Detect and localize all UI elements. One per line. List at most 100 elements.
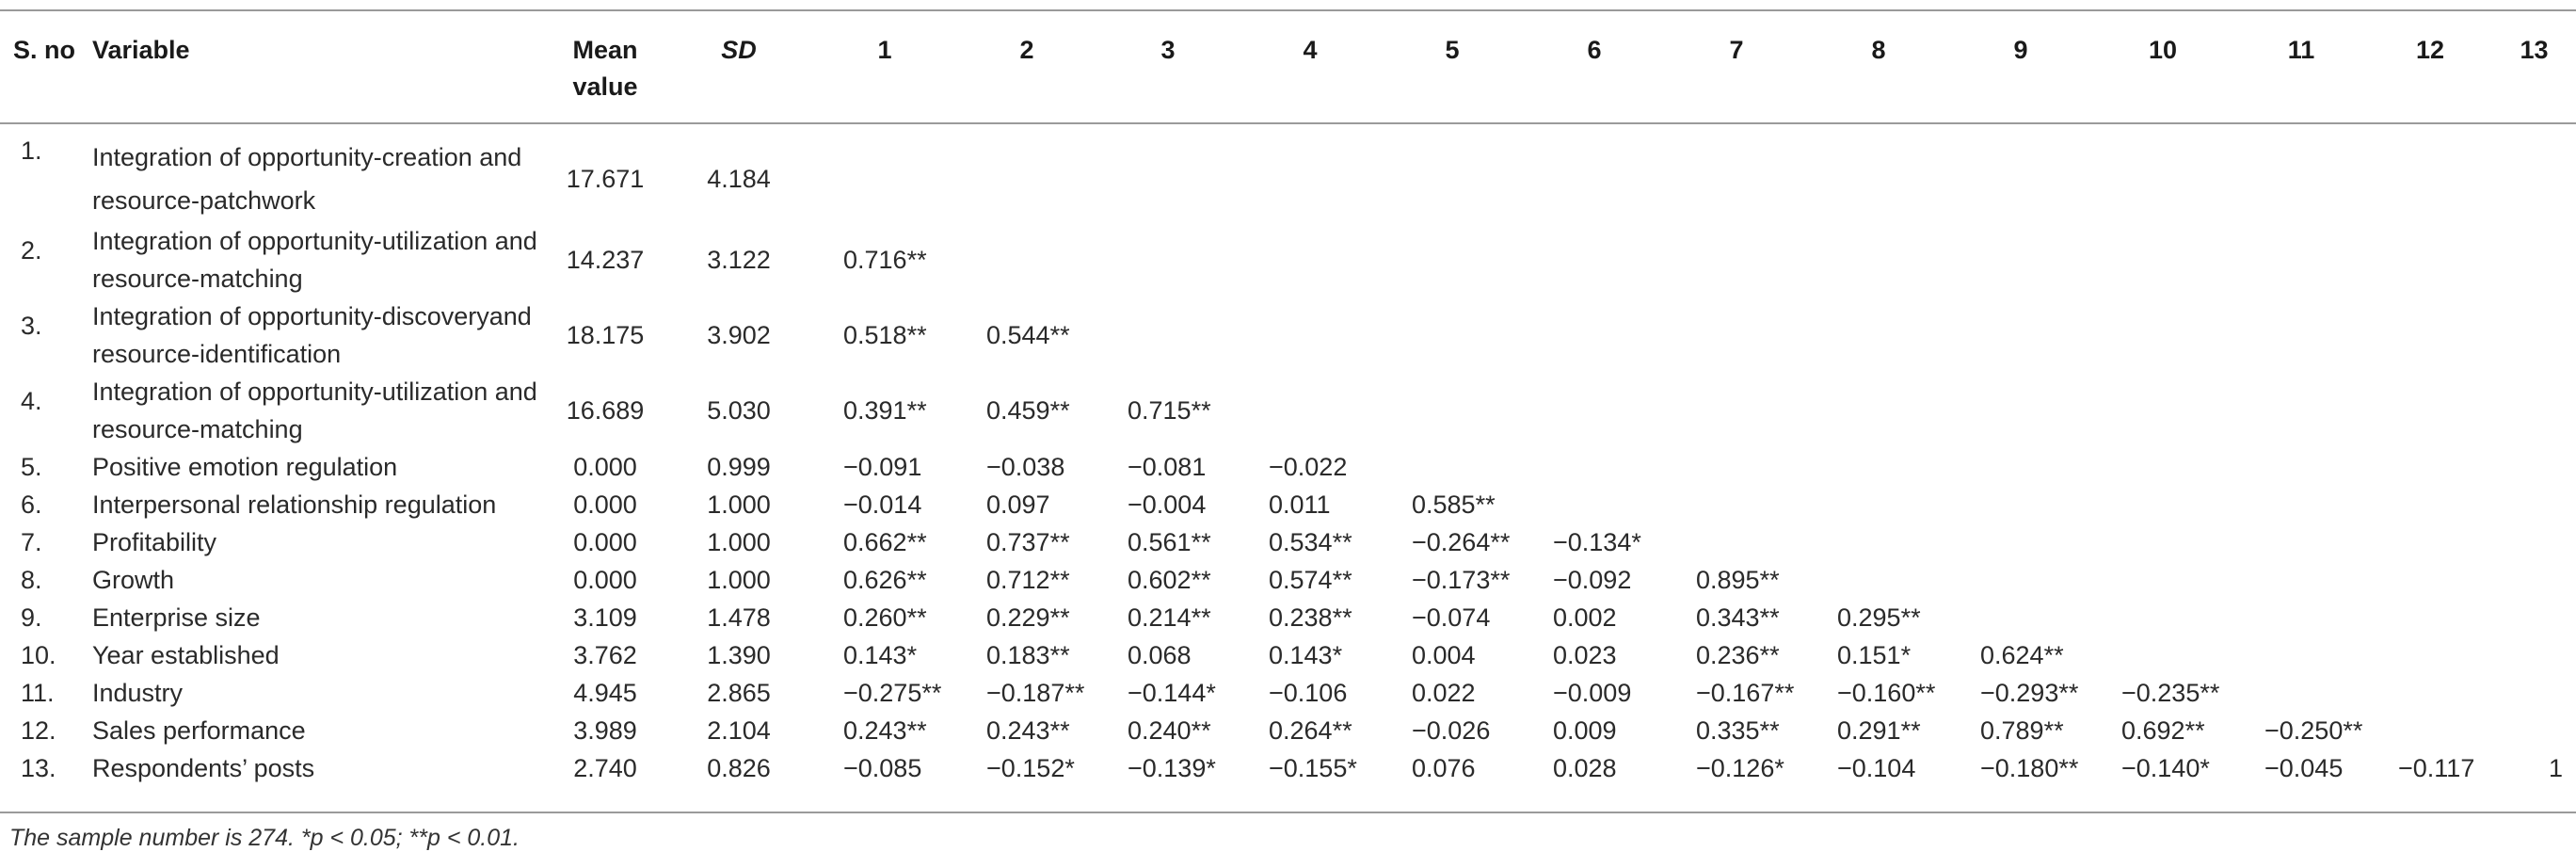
variable-name: Integration of opportunity-utilization a… xyxy=(92,227,537,293)
correlation-cell: −0.004 xyxy=(1128,490,1207,519)
correlation-cell: 0.143* xyxy=(843,641,918,669)
correlation-cell xyxy=(2091,122,2234,222)
table-row: 2. Integration of opportunity-utilization… xyxy=(0,222,2576,297)
header-corr-2: 2 xyxy=(1019,36,1034,64)
row-number: 5. xyxy=(21,453,42,481)
correlation-cell xyxy=(2234,523,2368,561)
correlation-cell: 0.291** xyxy=(1837,716,1921,745)
mean-value: 4.945 xyxy=(573,679,637,707)
mean-value: 3.109 xyxy=(573,603,637,632)
correlation-cell xyxy=(1807,523,1950,561)
correlation-cell: 0.692** xyxy=(2121,716,2205,745)
header-corr-3: 3 xyxy=(1160,36,1176,64)
correlation-cell xyxy=(1382,122,1523,222)
correlation-cell: −0.009 xyxy=(1553,679,1632,707)
correlation-cell: −0.140* xyxy=(2121,754,2210,782)
correlation-cell: −0.045 xyxy=(2264,754,2344,782)
correlation-cell xyxy=(1666,122,1807,222)
correlation-cell xyxy=(1666,486,1807,523)
header-corr-1: 1 xyxy=(877,36,892,64)
mean-value: 3.989 xyxy=(573,716,637,745)
row-number: 8. xyxy=(21,566,42,594)
header-corr-10: 10 xyxy=(2148,36,2178,64)
sd-value: 2.865 xyxy=(707,679,771,707)
variable-name: Integration of opportunity-utilization a… xyxy=(92,378,537,443)
correlation-cell: 0.335** xyxy=(1696,716,1780,745)
correlation-cell: 0.229** xyxy=(986,603,1070,632)
correlation-cell xyxy=(2368,523,2492,561)
correlation-cell xyxy=(1950,448,2091,486)
correlation-cell: −0.173** xyxy=(1412,566,1511,594)
correlation-cell xyxy=(2091,373,2234,448)
mean-value: 14.237 xyxy=(566,246,645,274)
correlation-cell: 0.236** xyxy=(1696,641,1780,669)
row-number: 9. xyxy=(21,603,42,632)
correlation-cell: −0.117 xyxy=(2398,754,2475,782)
correlation-cell xyxy=(1382,297,1523,373)
row-number: 7. xyxy=(21,528,42,556)
correlation-cell: 0.151* xyxy=(1837,641,1912,669)
correlation-cell: −0.152* xyxy=(986,754,1075,782)
correlation-cell xyxy=(2234,674,2368,712)
header-sno: S. no xyxy=(13,36,75,64)
table-footnote: The sample number is 274. *p < 0.05; **p… xyxy=(9,825,520,851)
correlation-cell: −0.275** xyxy=(843,679,942,707)
sd-value: 4.184 xyxy=(707,165,771,193)
correlation-cell: 0.662** xyxy=(843,528,927,556)
correlation-cell: 0.715** xyxy=(1128,396,1211,425)
correlation-table: S. no Variable Mean value SD 1 2 3 4 5 6 7 8 9 10 11 12… xyxy=(0,11,2576,787)
correlation-cell: 0.534** xyxy=(1269,528,1352,556)
correlation-cell xyxy=(2492,297,2576,373)
correlation-cell: 0.009 xyxy=(1553,716,1617,745)
correlation-cell: −0.022 xyxy=(1269,453,1348,481)
correlation-cell xyxy=(1950,599,2091,636)
sd-value: 2.104 xyxy=(707,716,771,745)
correlation-cell: −0.085 xyxy=(843,754,922,782)
sd-value: 0.826 xyxy=(707,754,771,782)
correlation-cell xyxy=(2492,486,2576,523)
correlation-cell xyxy=(2368,297,2492,373)
correlation-cell xyxy=(2368,561,2492,599)
header-sd: SD xyxy=(721,36,757,64)
correlation-cell: 0.459** xyxy=(986,396,1070,425)
header-variable: Variable xyxy=(92,36,190,64)
row-number: 4. xyxy=(21,387,42,415)
correlation-cell xyxy=(2234,448,2368,486)
correlation-cell xyxy=(1523,222,1666,297)
header-corr-7: 7 xyxy=(1729,36,1744,64)
row-number: 12. xyxy=(21,716,56,745)
correlation-cell xyxy=(1950,297,2091,373)
header-rule xyxy=(0,122,2576,124)
correlation-cell xyxy=(1807,448,1950,486)
correlation-cell xyxy=(2368,373,2492,448)
correlation-cell xyxy=(2091,486,2234,523)
header-corr-8: 8 xyxy=(1871,36,1886,64)
correlation-cell xyxy=(2368,599,2492,636)
sd-value: 5.030 xyxy=(707,396,771,425)
row-number: 6. xyxy=(21,490,42,519)
row-number: 13. xyxy=(21,754,56,782)
correlation-cell xyxy=(1523,448,1666,486)
table-row: 10. Year established 3.762 1.390 0.143* 0.183… xyxy=(0,636,2576,674)
mean-value: 2.740 xyxy=(573,754,637,782)
correlation-cell: 0.391** xyxy=(843,396,927,425)
table-row: 11. Industry 4.945 2.865 −0.275** −0.187** −0.… xyxy=(0,674,2576,712)
correlation-cell: 0.243** xyxy=(843,716,927,745)
table-row: 5. Positive emotion regulation 0.000 0.999 −… xyxy=(0,448,2576,486)
correlation-cell xyxy=(2492,122,2576,222)
row-number: 11. xyxy=(21,679,55,707)
correlation-cell: −0.264** xyxy=(1412,528,1511,556)
header-corr-13: 13 xyxy=(2520,36,2549,64)
correlation-cell xyxy=(1666,297,1807,373)
correlation-cell xyxy=(2234,373,2368,448)
correlation-cell: −0.167** xyxy=(1696,679,1795,707)
correlation-cell: −0.160** xyxy=(1837,679,1936,707)
correlation-cell xyxy=(1097,297,1239,373)
table-row: 13. Respondents’ posts 2.740 0.826 −0.085 −0.… xyxy=(0,749,2576,787)
correlation-cell xyxy=(2234,486,2368,523)
table-row: 12. Sales performance 3.989 2.104 0.243** 0.2… xyxy=(0,712,2576,749)
correlation-cell xyxy=(1666,448,1807,486)
table-row: 7. Profitability 0.000 1.000 0.662** 0.737** 0… xyxy=(0,523,2576,561)
correlation-cell xyxy=(956,222,1097,297)
sd-value: 1.478 xyxy=(707,603,771,632)
